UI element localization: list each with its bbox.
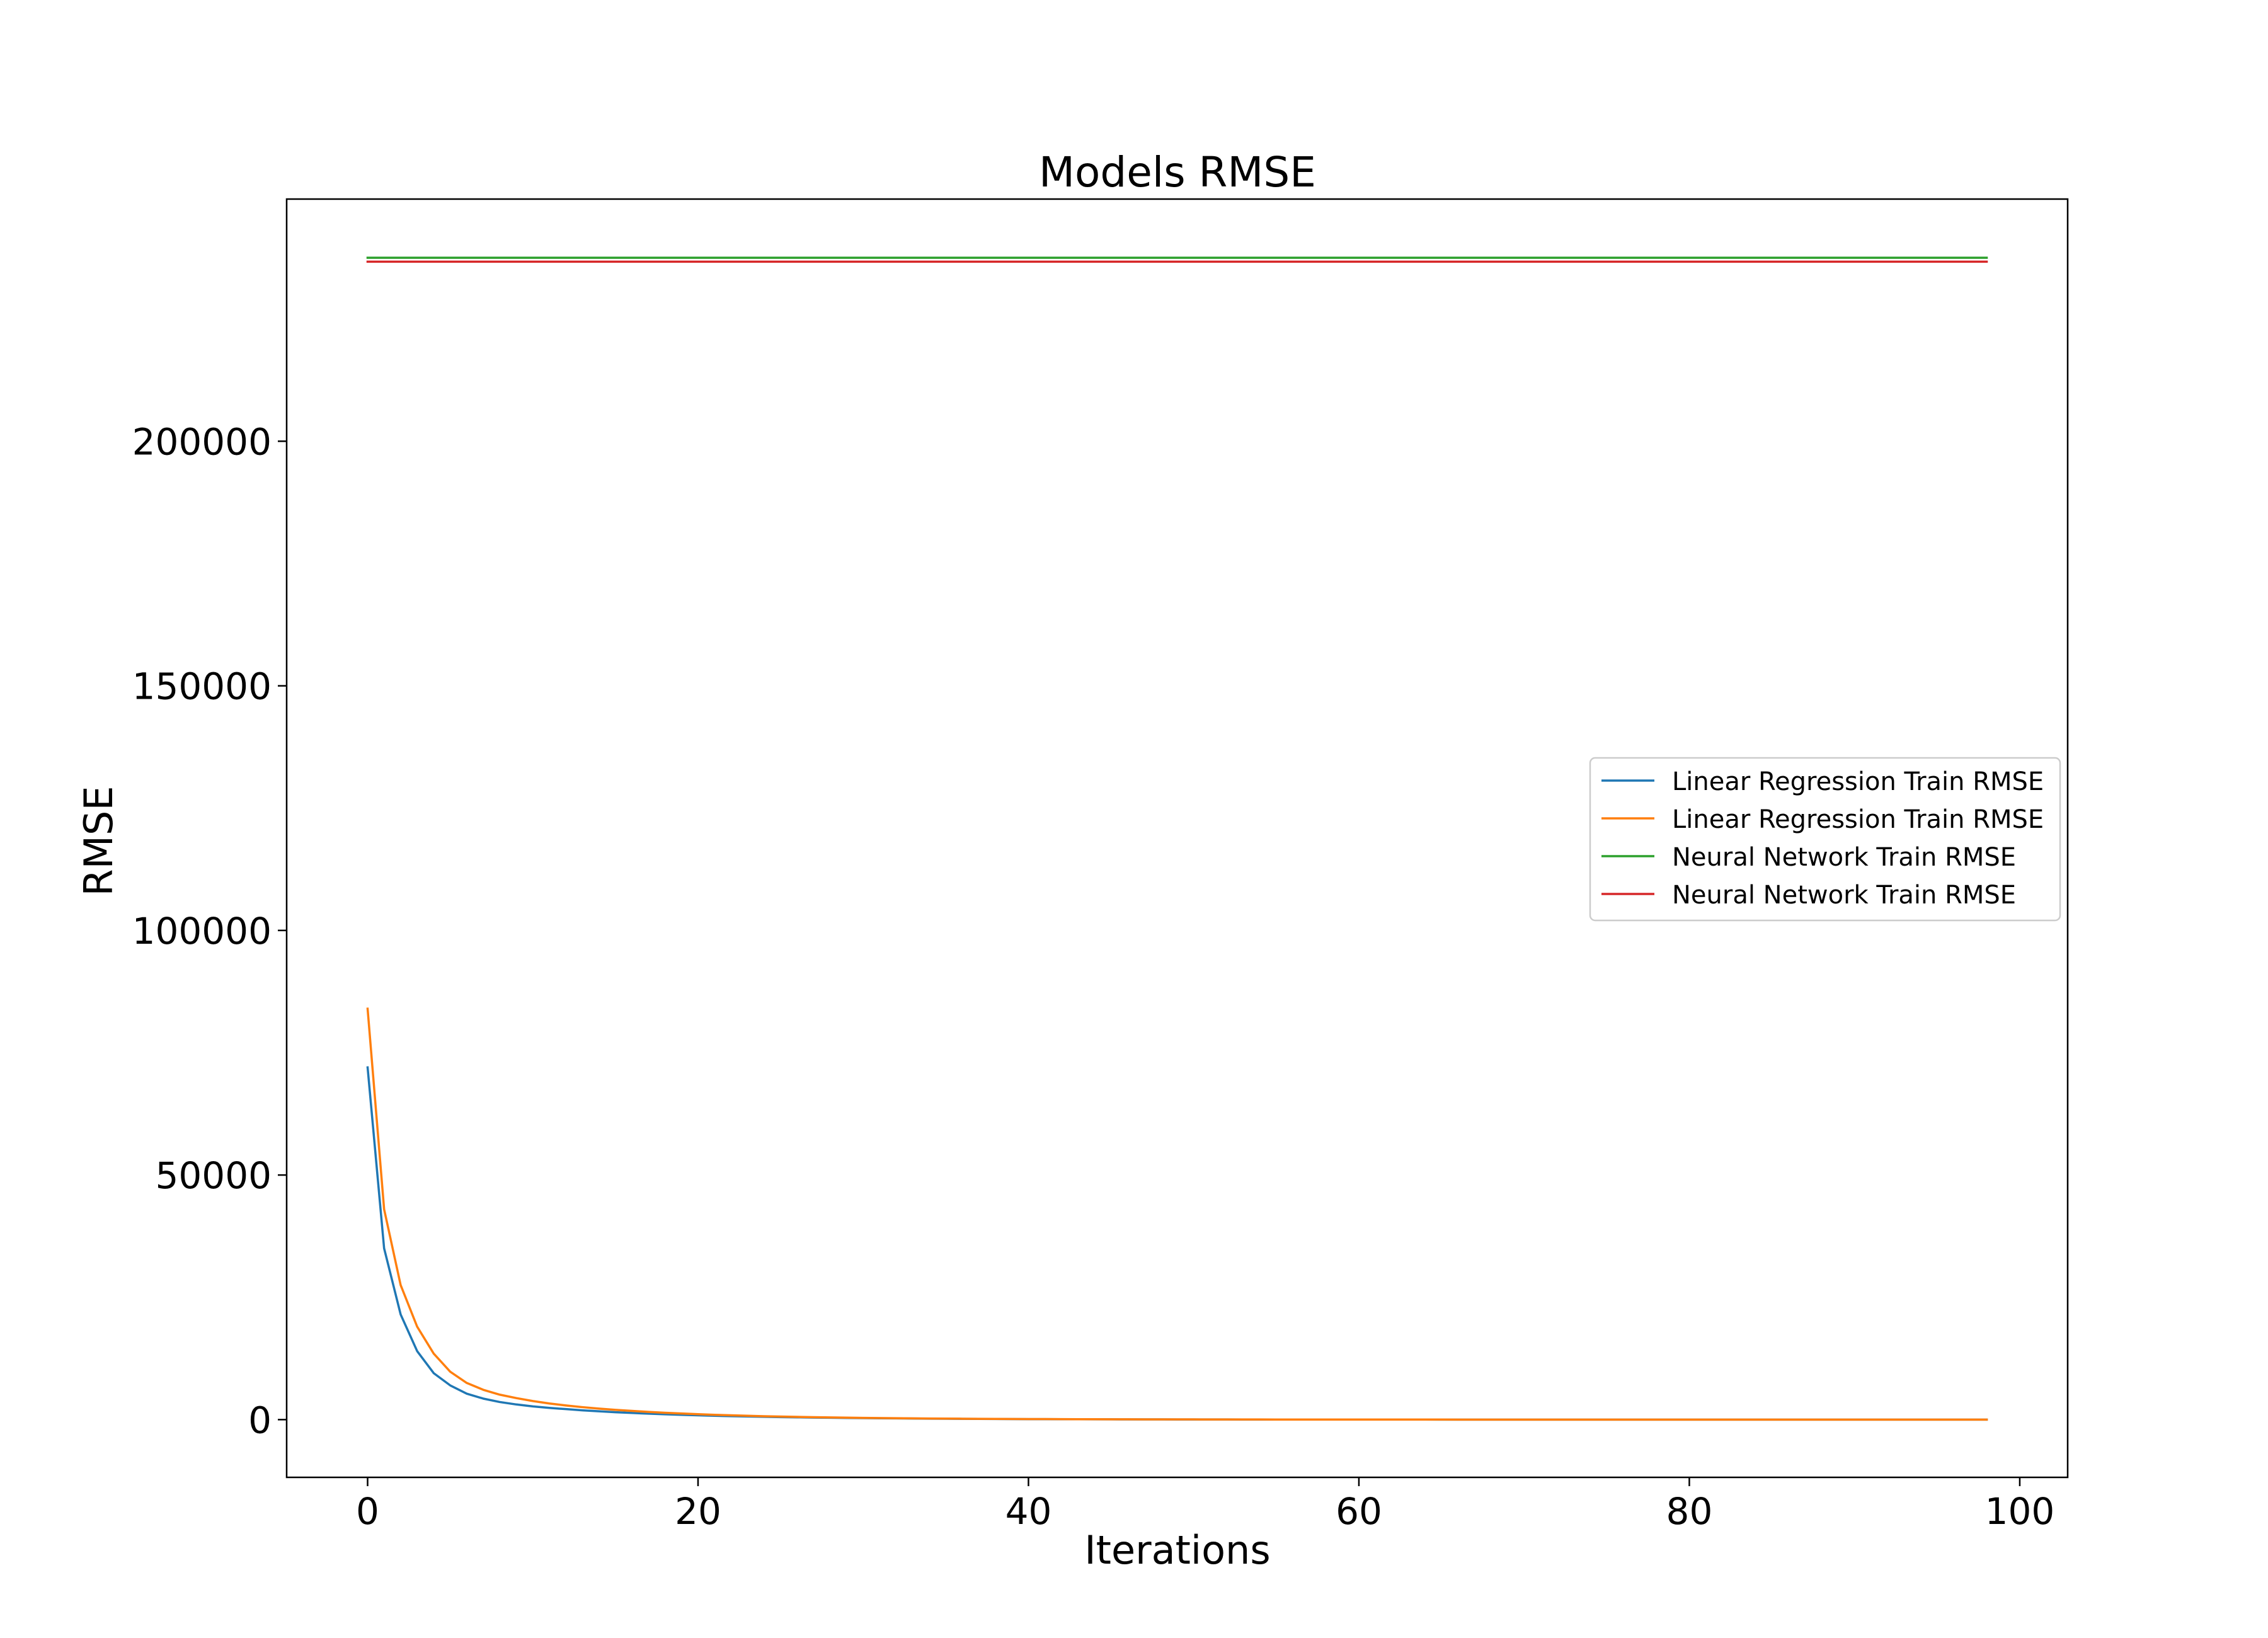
x-tick-label: 20 <box>675 1490 721 1533</box>
y-tick-label: 50000 <box>155 1154 272 1197</box>
legend-label-1: Linear Regression Train RMSE <box>1672 767 2044 796</box>
x-tick-label: 80 <box>1666 1490 1713 1533</box>
x-tick-label: 100 <box>1985 1490 2055 1533</box>
y-tick-label: 100000 <box>132 910 272 953</box>
x-axis-ticks: 0 20 40 60 80 100 <box>356 1477 2054 1533</box>
y-axis-label: RMSE <box>76 786 122 896</box>
legend: Linear Regression Train RMSE Linear Regre… <box>1589 757 2061 922</box>
y-tick-label: 150000 <box>132 665 272 708</box>
x-tick-label: 60 <box>1336 1490 1382 1533</box>
legend-label-4: Neural Network Train RMSE <box>1672 881 2016 910</box>
x-axis-label: Iterations <box>1084 1527 1270 1573</box>
legend-label-3: Neural Network Train RMSE <box>1672 843 2016 872</box>
x-tick-label: 40 <box>1005 1490 1052 1533</box>
plot-frame <box>285 198 2069 1479</box>
y-axis-ticks: 0 50000 100000 150000 200000 <box>132 420 287 1441</box>
y-tick-label: 0 <box>248 1399 272 1441</box>
series-line-2 <box>366 1007 1988 1421</box>
y-tick-label: 200000 <box>132 420 272 463</box>
chart-title: Models RMSE <box>1039 148 1316 197</box>
series-layer <box>366 256 1988 1421</box>
x-tick-label: 0 <box>356 1490 379 1533</box>
legend-box <box>1589 757 2061 922</box>
legend-label-2: Linear Regression Train RMSE <box>1672 805 2044 834</box>
